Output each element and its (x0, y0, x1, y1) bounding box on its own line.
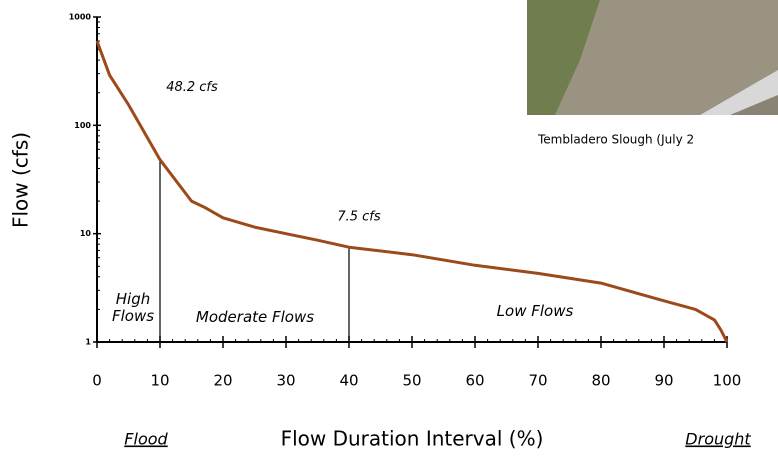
region-label: High Flows (100, 291, 166, 325)
y-tick-label: 100 (74, 121, 91, 130)
x-tick-label: 40 (339, 372, 358, 390)
flood-note: Flood (124, 430, 168, 449)
x-tick-label: 0 (92, 372, 102, 390)
x-axis-label: Flow Duration Interval (%) (281, 427, 544, 451)
x-tick-label: 30 (276, 372, 295, 390)
photo-caption: Tembladero Slough (July 2 (537, 133, 694, 147)
y-tick-label: 10 (80, 229, 92, 238)
x-tick-label: 60 (465, 372, 484, 390)
marker-label: 7.5 cfs (337, 210, 381, 225)
region-label: Low Flows (470, 303, 600, 320)
region-label: Moderate Flows (175, 309, 335, 326)
chart: Tembladero Slough (July 2 Flood Drought … (0, 0, 778, 459)
x-tick-label: 90 (654, 372, 673, 390)
x-tick-label: 20 (213, 372, 232, 390)
drought-note: Drought (685, 430, 751, 449)
x-tick-label: 70 (528, 372, 547, 390)
x-tick-label: 50 (402, 372, 421, 390)
page: {"chart_data": { "type": "line", "x_labe… (0, 0, 778, 459)
x-tick-label: 10 (150, 372, 169, 390)
x-tick-label: 80 (591, 372, 610, 390)
x-tick-label: 100 (713, 372, 742, 390)
y-axis-label: Flow (cfs) (9, 132, 33, 228)
y-tick-label: 1 (85, 338, 91, 347)
marker-label: 48.2 cfs (166, 80, 218, 95)
y-tick-label: 1000 (69, 13, 92, 22)
photo (527, 0, 778, 115)
